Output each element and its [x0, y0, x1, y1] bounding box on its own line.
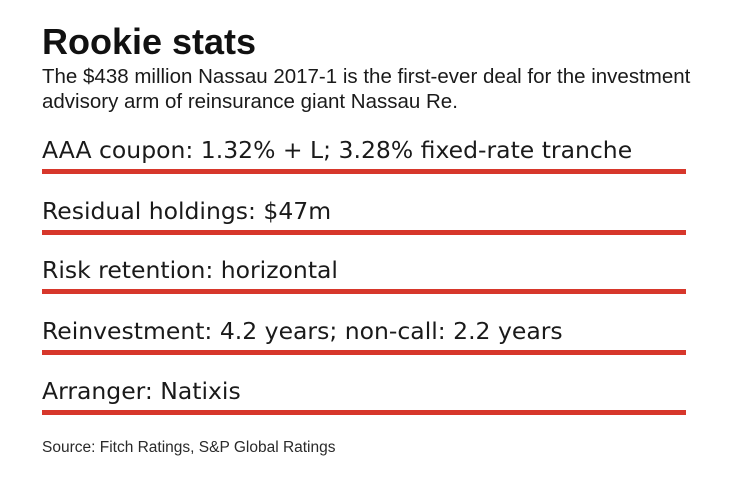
infographic-title: Rookie stats: [42, 21, 257, 62]
source-note: Source: Fitch Ratings, S&P Global Rating…: [42, 439, 336, 456]
stat-label: AAA coupon: 1.32% + L; 3.28% fixed-rate …: [42, 136, 633, 164]
stat-label: Reinvestment: 4.2 years; non-call: 2.2 y…: [42, 317, 563, 345]
stat-divider: [42, 230, 686, 235]
stat-divider: [42, 169, 686, 174]
stat-divider: [42, 289, 686, 294]
stat-row-aaa-coupon: AAA coupon: 1.32% + L; 3.28% fixed-rate …: [42, 134, 686, 174]
stat-row-risk-retention: Risk retention: horizontal: [42, 254, 686, 294]
stat-label: Arranger: Natixis: [42, 377, 241, 405]
infographic-subtitle: The $438 million Nassau 2017-1 is the fi…: [42, 65, 691, 113]
stat-divider: [42, 350, 686, 355]
stat-row-arranger: Arranger: Natixis: [42, 375, 686, 415]
stat-row-residual-holdings: Residual holdings: $47m: [42, 195, 686, 235]
stat-divider: [42, 410, 686, 415]
stat-label: Risk retention: horizontal: [42, 256, 338, 284]
stat-row-reinvestment: Reinvestment: 4.2 years; non-call: 2.2 y…: [42, 315, 686, 355]
stat-label: Residual holdings: $47m: [42, 197, 332, 225]
